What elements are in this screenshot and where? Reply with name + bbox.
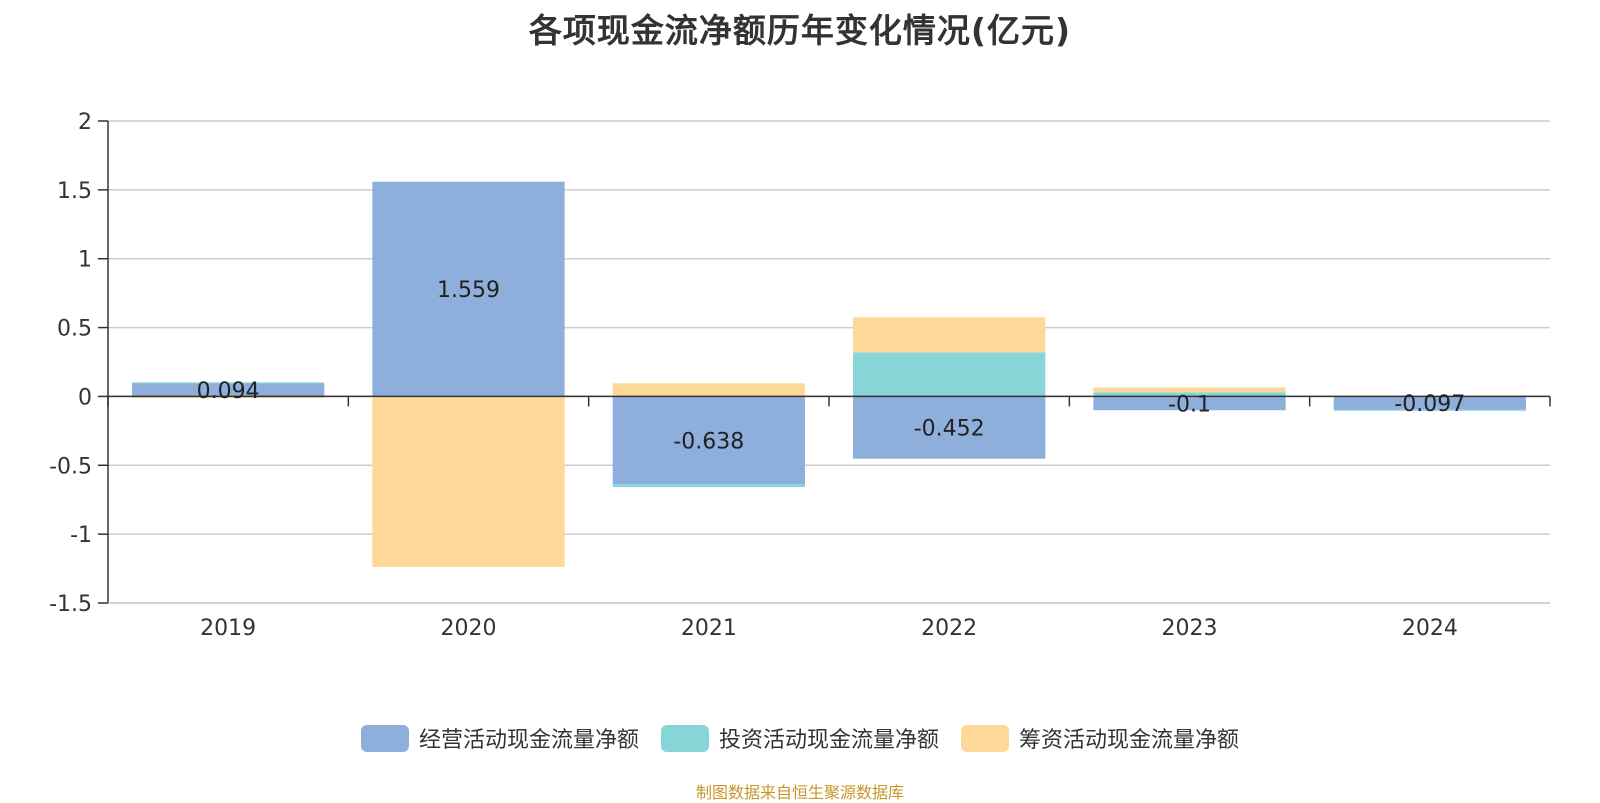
legend-swatch-financing [961,724,1009,752]
data-label: -0.452 [914,417,985,442]
legend-item-operating[interactable]: 经营活动现金流量净额 [360,722,639,754]
chart-plot: 2 1.5 1 0.5 0 -0.5 -1 -1.5 2019 2020 2021 2022 2023 2… [49,110,1551,641]
bar-series2-2019 [132,396,325,399]
bar-series1-2023 [1093,392,1286,397]
bar-series2-2021 [612,383,805,397]
data-label: -0.638 [673,429,744,454]
bar-series0-2024 [1333,396,1526,410]
y-tick-label: -0.5 [49,454,92,479]
data-label: -0.1 [1168,392,1211,417]
bar-series0-2019 [132,383,325,397]
legend: 经营活动现金流量净额 投资活动现金流量净额 筹资活动现金流量净额 [0,722,1600,754]
x-tick-label: 2022 [921,616,977,641]
y-tick-label: 2 [78,110,92,135]
y-tick-label: 0.5 [57,317,92,342]
bar-series0-2022 [853,396,1046,459]
bar-series0-2021 [612,396,805,485]
data-label: -0.097 [1394,392,1465,417]
legend-label-investing: 投资活动现金流量净额 [718,728,939,753]
bar-series1-2024 [1333,409,1526,411]
bar-series2-2020 [372,396,565,567]
y-tick-label: -1 [70,523,92,548]
bar-series0-2020 [372,181,565,397]
bar-series1-2019 [132,382,325,384]
x-tick-label: 2023 [1162,616,1218,641]
bar-series1-2022 [853,352,1046,397]
x-tick-label: 2021 [681,616,737,641]
chart-title: 各项现金流净额历年变化情况(亿元) [528,11,1072,50]
legend-swatch-investing [660,724,709,752]
legend-item-financing[interactable]: 筹资活动现金流量净额 [961,722,1239,754]
legend-label-financing: 筹资活动现金流量净额 [1019,728,1240,753]
x-tick-label: 2019 [200,616,256,641]
data-label: 0.094 [197,379,260,404]
y-tick-label: 1.5 [57,179,92,204]
bar-series2-2023 [1093,387,1286,393]
y-tick-label: -1.5 [49,592,92,617]
source-note: 制图数据来自恒生聚源数据库 [695,783,904,802]
x-tick-label: 2020 [441,616,497,641]
legend-item-investing[interactable]: 投资活动现金流量净额 [660,722,939,754]
y-tick-label: 0 [78,385,92,410]
legend-swatch-operating [360,724,409,752]
bar-series2-2022 [853,317,1046,353]
x-tick-label: 2024 [1402,616,1458,641]
bar-series0-2023 [1093,396,1286,411]
legend-label-operating: 经营活动现金流量净额 [418,728,639,753]
y-tick-label: 1 [78,248,92,273]
data-label: 1.559 [437,278,500,303]
bar-series1-2021 [612,484,805,488]
